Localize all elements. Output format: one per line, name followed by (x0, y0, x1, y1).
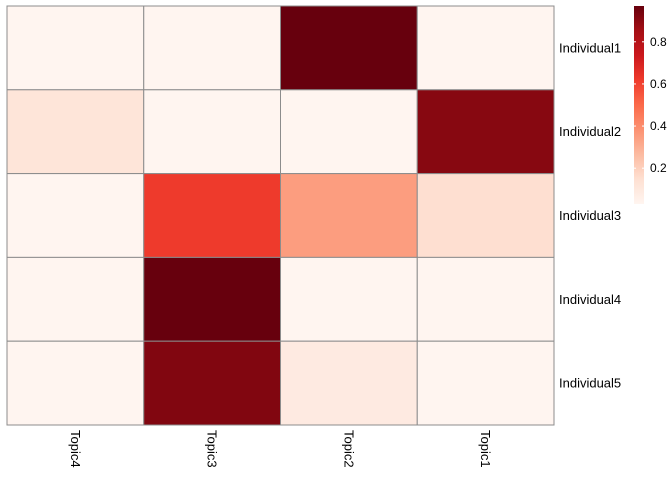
row-label: Individual3 (559, 208, 621, 223)
heatmap-cell (143, 340, 281, 426)
column-label: Topic2 (341, 430, 356, 468)
heatmap-cell (143, 173, 281, 258)
heatmap-cell (416, 340, 555, 426)
colorbar-tick-label: 0.6 (650, 77, 667, 91)
colorbar-tick-label: 0.8 (650, 35, 667, 49)
column-label: Topic3 (205, 430, 220, 468)
heatmap-cell (280, 173, 418, 258)
heatmap-cell (416, 89, 555, 175)
heatmap-cell (280, 5, 418, 91)
column-label: Topic4 (68, 430, 83, 468)
heatmap-cell (143, 89, 281, 175)
heatmap-cell (143, 5, 281, 91)
column-labels: Topic4 Topic3 Topic2 Topic1 (68, 430, 493, 468)
heatmap-cell (6, 256, 145, 342)
heatmap-cell (6, 173, 145, 258)
colorbar-tick-label: 0.2 (650, 161, 667, 175)
heatmap-cell (280, 256, 418, 342)
heatmap-cell (6, 340, 145, 426)
row-label: Individual4 (559, 292, 621, 307)
colorbar-gradient (634, 6, 644, 204)
heatmap-cell (6, 5, 145, 91)
heatmap-cell (416, 173, 555, 258)
heatmap-cell (6, 89, 145, 175)
heatmap-cell (416, 5, 555, 91)
row-label: Individual5 (559, 376, 621, 391)
heatmap-cell (143, 256, 281, 342)
heatmap-cell (280, 89, 418, 175)
heatmap-cells (6, 5, 555, 426)
row-label: Individual1 (559, 40, 621, 55)
colorbar-legend: 0.2 0.4 0.6 0.8 (634, 6, 667, 204)
heatmap-cell (280, 340, 418, 426)
column-label: Topic1 (478, 430, 493, 468)
colorbar-ticks: 0.2 0.4 0.6 0.8 (634, 35, 667, 175)
row-label: Individual2 (559, 124, 621, 139)
colorbar-tick-label: 0.4 (650, 119, 667, 133)
row-labels: Individual1 Individual2 Individual3 Individ… (559, 40, 621, 390)
heatmap-cell (416, 256, 555, 342)
